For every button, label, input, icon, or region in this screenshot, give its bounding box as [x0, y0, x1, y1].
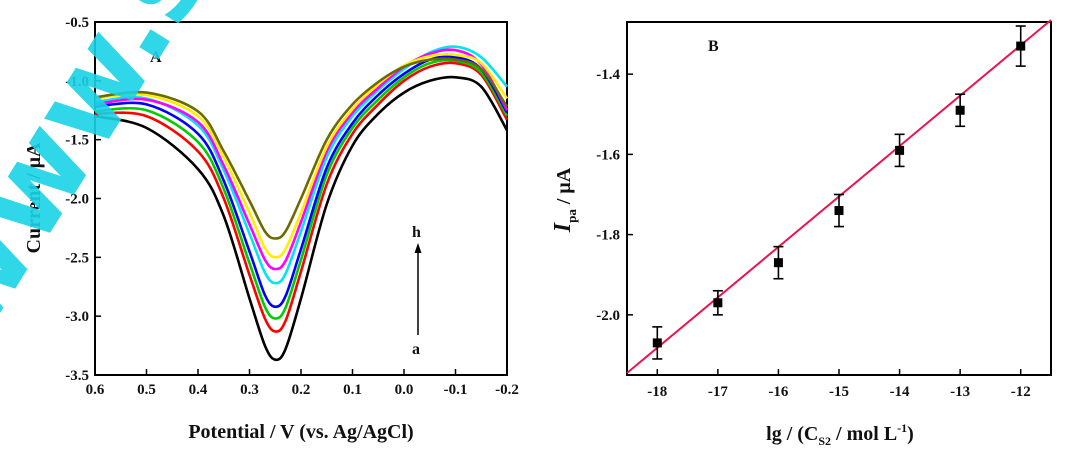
- x-tick-label: -17: [708, 384, 728, 400]
- x-tick-label: 0.2: [292, 382, 311, 398]
- panel-b-points: [652, 25, 1026, 360]
- x-tick-label: -0.1: [444, 382, 468, 398]
- y-tick-label: -2.0: [596, 308, 620, 324]
- y-tick-label: -3.0: [65, 309, 89, 325]
- panel-b-x-label-main: lg / (C: [766, 423, 818, 445]
- x-tick-label: 0.6: [86, 382, 105, 398]
- data-point: [773, 258, 783, 268]
- x-tick-label: -0.2: [495, 382, 519, 398]
- panel-a-arrow-end-label: h: [412, 224, 421, 241]
- panel-b-y-axis-label: Ipa / μA: [550, 167, 579, 233]
- y-tick-label: -1.5: [65, 133, 89, 149]
- x-tick-label: -14: [890, 384, 910, 400]
- curve-g: [94, 53, 509, 259]
- panel-a-trend-arrowhead: [414, 243, 422, 253]
- panel-a-y-ticks: -0.5 -1.0 -1.5 -2.0 -2.5 -3.0 -3.5: [65, 15, 101, 384]
- data-point: [895, 145, 905, 155]
- panel-b-y-ticks: -1.4 -1.6 -1.8 -2.0: [596, 67, 633, 324]
- y-tick-label: -2.0: [65, 192, 89, 208]
- data-point: [652, 338, 662, 348]
- x-tick-label: -15: [829, 384, 849, 400]
- data-point: [955, 105, 965, 115]
- panel-a-x-ticks: 0.6 0.5 0.4 0.3 0.2 0.1 0.0 -0.1 -0.2: [86, 369, 519, 398]
- y-tick-label: -1.0: [65, 74, 89, 90]
- panel-b-label: B: [708, 38, 719, 55]
- x-tick-label: -16: [768, 384, 788, 400]
- panel-b-calibration: -18 -17 -16 -15 -14 -13 -12 -1.4 -1.6 -1.8 -2.0 B…: [550, 19, 1052, 448]
- curve-a: [94, 75, 509, 362]
- curve-e: [94, 45, 508, 285]
- y-tick-label: -2.5: [65, 250, 89, 266]
- curve-c: [94, 58, 509, 320]
- x-tick-label: -13: [950, 384, 970, 400]
- x-tick-label: 0.5: [137, 382, 156, 398]
- panel-a-x-axis-label: Potential / V (vs. Ag/AgCl): [188, 421, 413, 443]
- data-point: [1016, 41, 1026, 51]
- x-tick-label: 0.0: [395, 382, 414, 398]
- panel-b-x-axis-label: lg / (CS2 / mol L-1): [766, 421, 914, 448]
- x-tick-label: -18: [647, 384, 667, 400]
- panel-b-x-ticks: -18 -17 -16 -15 -14 -13 -12: [647, 369, 1031, 400]
- panel-b-y-label-main: I: [550, 221, 576, 233]
- x-tick-label: 0.3: [240, 382, 259, 398]
- x-tick-label: 0.1: [343, 382, 362, 398]
- data-point: [713, 298, 723, 308]
- curve-h: [94, 57, 509, 240]
- data-point: [834, 206, 844, 216]
- panel-b-x-label-sub: S2: [818, 434, 831, 448]
- y-tick-label: -0.5: [65, 15, 89, 31]
- panel-a-y-axis-label: Current / μA: [23, 142, 45, 254]
- panel-a-arrow-start-label: a: [412, 341, 420, 358]
- y-tick-label: -3.5: [65, 368, 89, 384]
- panel-a-curves: [94, 45, 509, 362]
- panel-b-x-label-tail: / mol L: [831, 423, 897, 445]
- x-tick-label: -12: [1011, 384, 1031, 400]
- panel-b-y-label-tail: / μA: [553, 167, 575, 209]
- curve-f: [94, 48, 509, 271]
- panel-b-x-label-sup: -1: [897, 421, 907, 435]
- y-tick-label: -1.4: [596, 67, 620, 83]
- panel-a-voltammogram: 0.6 0.5 0.4 0.3 0.2 0.1 0.0 -0.1 -0.2 -0.5 -1.0 -1…: [23, 15, 519, 443]
- panel-b-y-label-sub: pa: [564, 209, 579, 223]
- y-tick-label: -1.6: [596, 147, 620, 163]
- curve-b: [94, 61, 509, 333]
- x-tick-label: 0.4: [189, 382, 208, 398]
- panel-a-label: A: [150, 49, 162, 66]
- panel-b-x-label-close: ): [907, 423, 914, 445]
- y-tick-label: -1.8: [596, 228, 620, 244]
